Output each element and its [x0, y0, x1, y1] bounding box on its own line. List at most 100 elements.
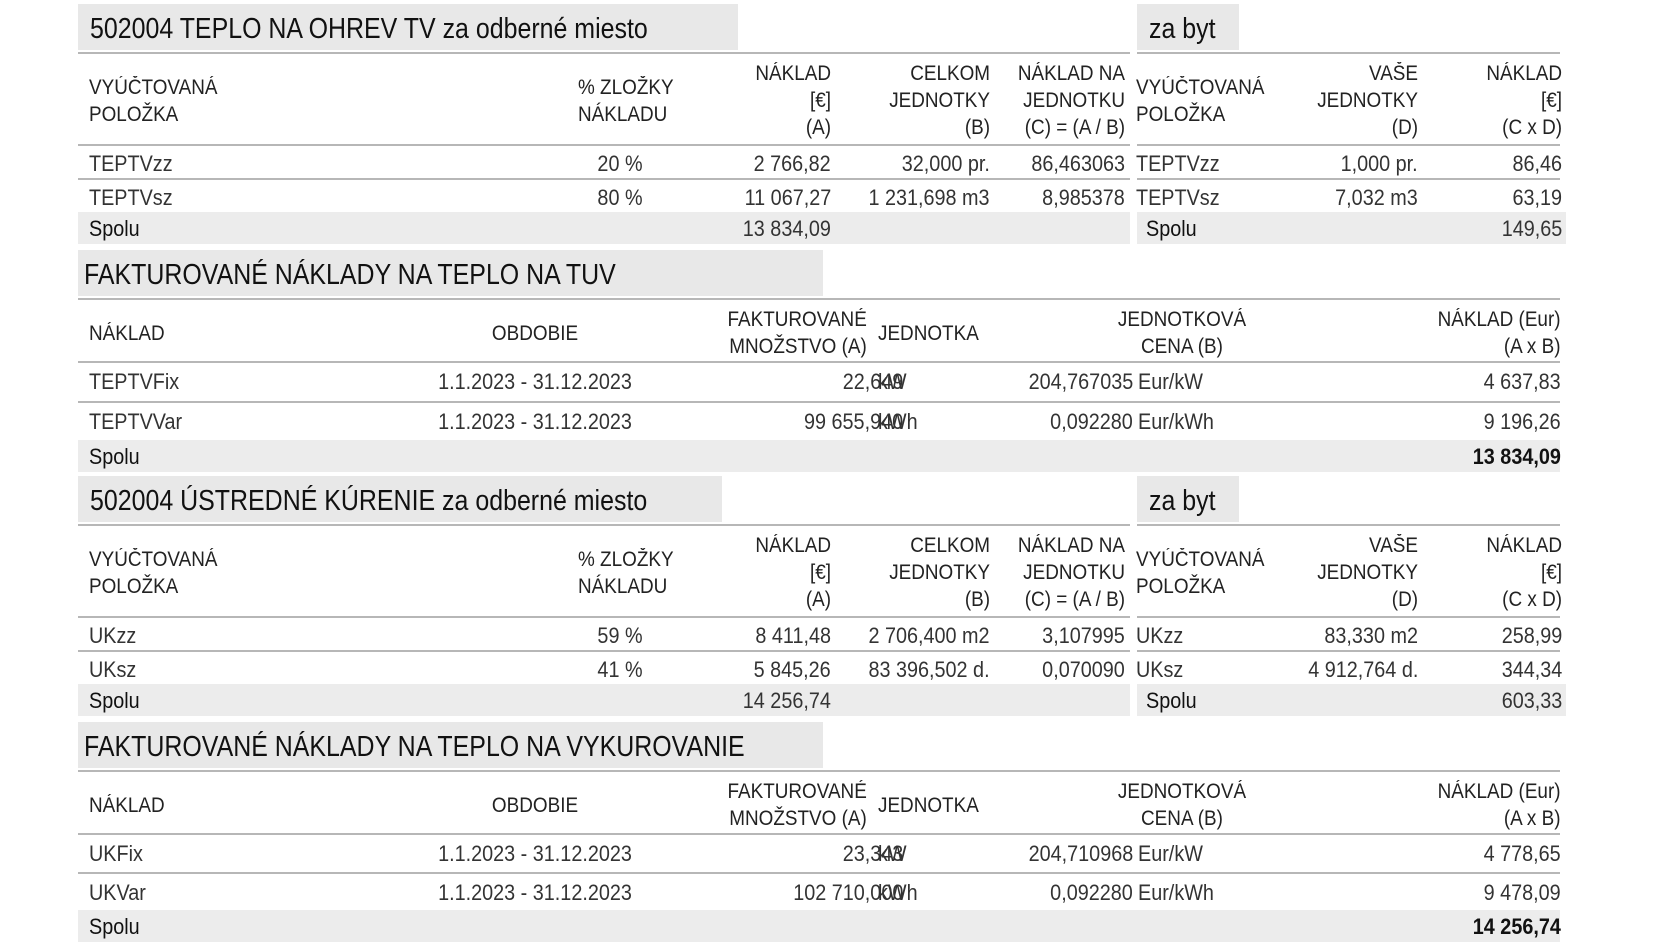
row-celkom: 2 706,400 m2 — [868, 623, 990, 648]
divider — [78, 401, 1560, 403]
total-naklad: 13 834,09 — [742, 216, 831, 241]
row-celkom: 32,000 pr. — [901, 151, 990, 176]
divider — [78, 298, 1560, 300]
section-title-box: 502004 TEPLO NA OHREV TV za odberné mies… — [78, 4, 738, 50]
total-naklad-byt: 149,65 — [1501, 216, 1562, 241]
row-cena: 0,092280 — [1050, 880, 1133, 905]
row-name: TEPTVzz — [89, 151, 173, 176]
row-name: UKsz — [89, 657, 137, 682]
section-title: FAKTUROVANÉ NÁKLADY NA TEPLO NA TUV — [84, 259, 616, 291]
col-header-obdobie: OBDOBIE — [491, 794, 579, 817]
row-jednotka: kW — [878, 369, 907, 394]
divider — [78, 361, 1560, 363]
total-row-bg — [78, 684, 1130, 716]
row-naklad: 11 067,27 — [744, 185, 831, 210]
row-pct: 41 % — [597, 657, 643, 682]
row-naklad-byt: 86,46 — [1512, 151, 1562, 176]
col-header-obdobie: OBDOBIE — [491, 322, 579, 345]
total-naklad: 13 834,09 — [1472, 444, 1561, 469]
row-name-byt: UKsz — [1136, 657, 1184, 682]
total-row-bg — [1137, 212, 1566, 244]
total-label-byt: Spolu — [1146, 688, 1197, 713]
col-header-polozka-byt: VYÚČTOVANÁ POLOŽKA — [1136, 548, 1265, 598]
row-cena: 204,710968 — [1028, 841, 1133, 866]
col-header-naklad: NÁKLAD — [89, 794, 165, 817]
row-obdobie: 1.1.2023 - 31.12.2023 — [438, 841, 632, 866]
col-header-naklad-eur: NÁKLAD (Eur) (A x B) — [1438, 780, 1561, 830]
row-cena-unit: Eur/kWh — [1138, 880, 1214, 905]
col-header-cena: JEDNOTKOVÁ CENA (B) — [1117, 780, 1247, 830]
divider — [1137, 616, 1560, 618]
total-label: Spolu — [89, 216, 140, 241]
row-name: UKzz — [89, 623, 137, 648]
row-name: TEPTVFix — [89, 369, 180, 394]
col-header-naklad: NÁKLAD [€] (A) — [755, 62, 831, 139]
row-mnozstvo: 22,649 — [842, 369, 903, 394]
row-jednotka: kW — [878, 841, 907, 866]
row-cena-unit: Eur/kW — [1138, 841, 1203, 866]
divider — [78, 650, 1130, 652]
row-pct: 20 % — [597, 151, 643, 176]
row-naklad: 9 478,09 — [1483, 880, 1561, 905]
row-naklad: 4 778,65 — [1483, 841, 1561, 866]
row-pct: 59 % — [597, 623, 643, 648]
total-label: Spolu — [89, 444, 140, 469]
col-header-vase-jednotky: VAŠE JEDNOTKY (D) — [1317, 62, 1418, 139]
col-header-celkom: CELKOM JEDNOTKY (B) — [889, 534, 990, 611]
col-header-celkom: CELKOM JEDNOTKY (B) — [889, 62, 990, 139]
row-name: TEPTVVar — [89, 409, 183, 434]
total-row-bg — [78, 212, 1130, 244]
total-row-bg — [1137, 684, 1566, 716]
divider — [78, 178, 1130, 180]
col-header-vase-jednotky: VAŠE JEDNOTKY (D) — [1317, 534, 1418, 611]
row-cena: 0,092280 — [1050, 409, 1133, 434]
divider — [78, 872, 1560, 874]
row-name: UKVar — [89, 880, 146, 905]
section-title-box: 502004 ÚSTREDNÉ KÚRENIE za odberné miest… — [78, 476, 722, 522]
col-header-naklad-na-jednotku: NÁKLAD NA JEDNOTKU (C) = (A / B) — [1017, 534, 1125, 611]
row-name-byt: UKzz — [1136, 623, 1184, 648]
section-title-box: FAKTUROVANÉ NÁKLADY NA TEPLO NA VYKUROVA… — [78, 722, 823, 768]
row-naklad: 8 411,48 — [755, 623, 831, 648]
row-name-byt: TEPTVsz — [1136, 185, 1220, 210]
row-name: UKFix — [89, 841, 143, 866]
total-row-bg — [78, 440, 1560, 472]
row-obdobie: 1.1.2023 - 31.12.2023 — [438, 369, 632, 394]
total-naklad: 14 256,74 — [1472, 914, 1561, 939]
col-header-polozka: VYÚČTOVANÁ POLOŽKA — [89, 548, 218, 598]
row-jednotka: kWh — [878, 409, 918, 434]
section-title-right: za byt — [1149, 13, 1216, 45]
row-naklad: 9 196,26 — [1483, 409, 1561, 434]
col-header-naklad-na-jednotku: NÁKLAD NA JEDNOTKU (C) = (A / B) — [1017, 62, 1125, 139]
row-name: TEPTVsz — [89, 185, 173, 210]
row-pct: 80 % — [597, 185, 643, 210]
divider — [78, 524, 1130, 526]
divider — [1137, 524, 1560, 526]
section-title: 502004 ÚSTREDNÉ KÚRENIE za odberné miest… — [90, 485, 648, 517]
row-naklad-na-jednotku: 3,107995 — [1042, 623, 1125, 648]
col-header-naklad: NÁKLAD — [89, 322, 165, 345]
section-title: 502004 TEPLO NA OHREV TV za odberné mies… — [90, 13, 648, 45]
row-naklad-na-jednotku: 8,985378 — [1042, 185, 1125, 210]
row-vase-jednotky: 83,330 m2 — [1324, 623, 1418, 648]
divider — [78, 833, 1560, 835]
col-header-polozka-byt: VYÚČTOVANÁ POLOŽKA — [1136, 76, 1265, 126]
row-cena: 204,767035 — [1028, 369, 1133, 394]
total-naklad: 14 256,74 — [742, 688, 831, 713]
total-label: Spolu — [89, 914, 140, 939]
row-naklad-byt: 63,19 — [1512, 185, 1562, 210]
col-header-naklad: NÁKLAD [€] (A) — [755, 534, 831, 611]
row-obdobie: 1.1.2023 - 31.12.2023 — [438, 409, 632, 434]
row-vase-jednotky: 4 912,764 d. — [1307, 657, 1418, 682]
section-title: FAKTUROVANÉ NÁKLADY NA TEPLO NA VYKUROVA… — [84, 731, 745, 763]
section-title-right-box: za byt — [1137, 4, 1239, 50]
col-header-naklad-byt: NÁKLAD [€] (C x D) — [1486, 534, 1562, 611]
col-header-mnozstvo: FAKTUROVANÉ MNOŽSTVO (A) — [727, 308, 867, 358]
divider — [78, 770, 1560, 772]
row-celkom: 83 396,502 d. — [868, 657, 990, 682]
row-naklad-byt: 344,34 — [1501, 657, 1562, 682]
divider — [1137, 650, 1560, 652]
divider — [1137, 178, 1560, 180]
total-label: Spolu — [89, 688, 140, 713]
total-naklad-byt: 603,33 — [1501, 688, 1562, 713]
